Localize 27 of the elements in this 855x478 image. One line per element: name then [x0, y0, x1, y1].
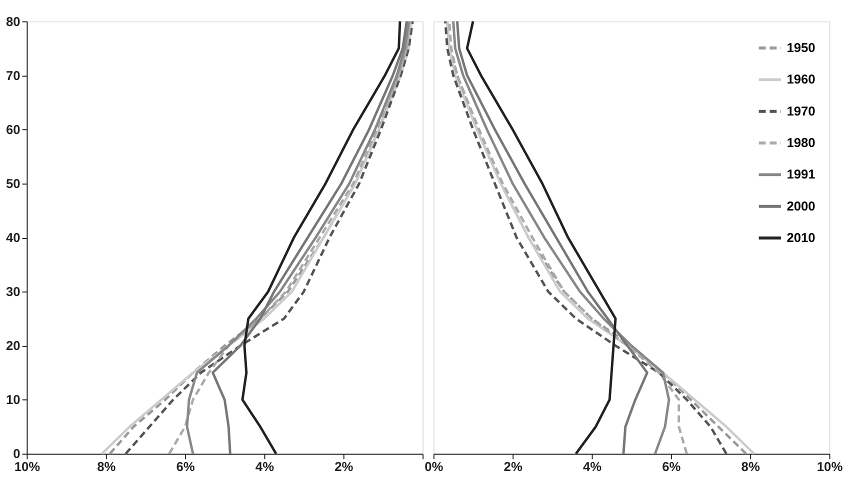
y-tick-label: 70 [6, 68, 20, 83]
x-tick-label: 0% [424, 459, 444, 474]
y-tick-label: 80 [6, 14, 20, 29]
legend-label: 1970 [786, 103, 816, 118]
x-tick-label: 2% [504, 459, 523, 474]
y-tick-label: 0 [13, 446, 20, 462]
x-tick-label: 8% [741, 459, 760, 474]
x-tick-label: 10% [816, 459, 844, 474]
x-tick-label: 10% [14, 459, 41, 474]
y-tick-label: 30 [6, 284, 20, 300]
y-tick-label: 50 [6, 176, 20, 191]
x-tick-label: 2% [334, 459, 354, 474]
legend-label: 2010 [786, 230, 816, 245]
y-tick-label: 20 [6, 338, 20, 354]
x-tick-label: 6% [662, 459, 682, 474]
legend-label: 1991 [786, 166, 816, 182]
y-tick-label: 40 [6, 230, 20, 245]
x-tick-label: 6% [176, 459, 196, 474]
y-tick-label: 60 [6, 122, 20, 137]
x-tick-label: 4% [255, 459, 275, 474]
x-tick-label: 8% [97, 459, 116, 474]
legend-label: 1950 [786, 40, 816, 55]
legend-label: 2000 [786, 198, 816, 214]
legend-label: 1980 [786, 134, 816, 150]
x-tick-label: 4% [582, 459, 602, 474]
y-tick-label: 10 [6, 392, 20, 408]
legend-label: 1960 [786, 72, 816, 87]
